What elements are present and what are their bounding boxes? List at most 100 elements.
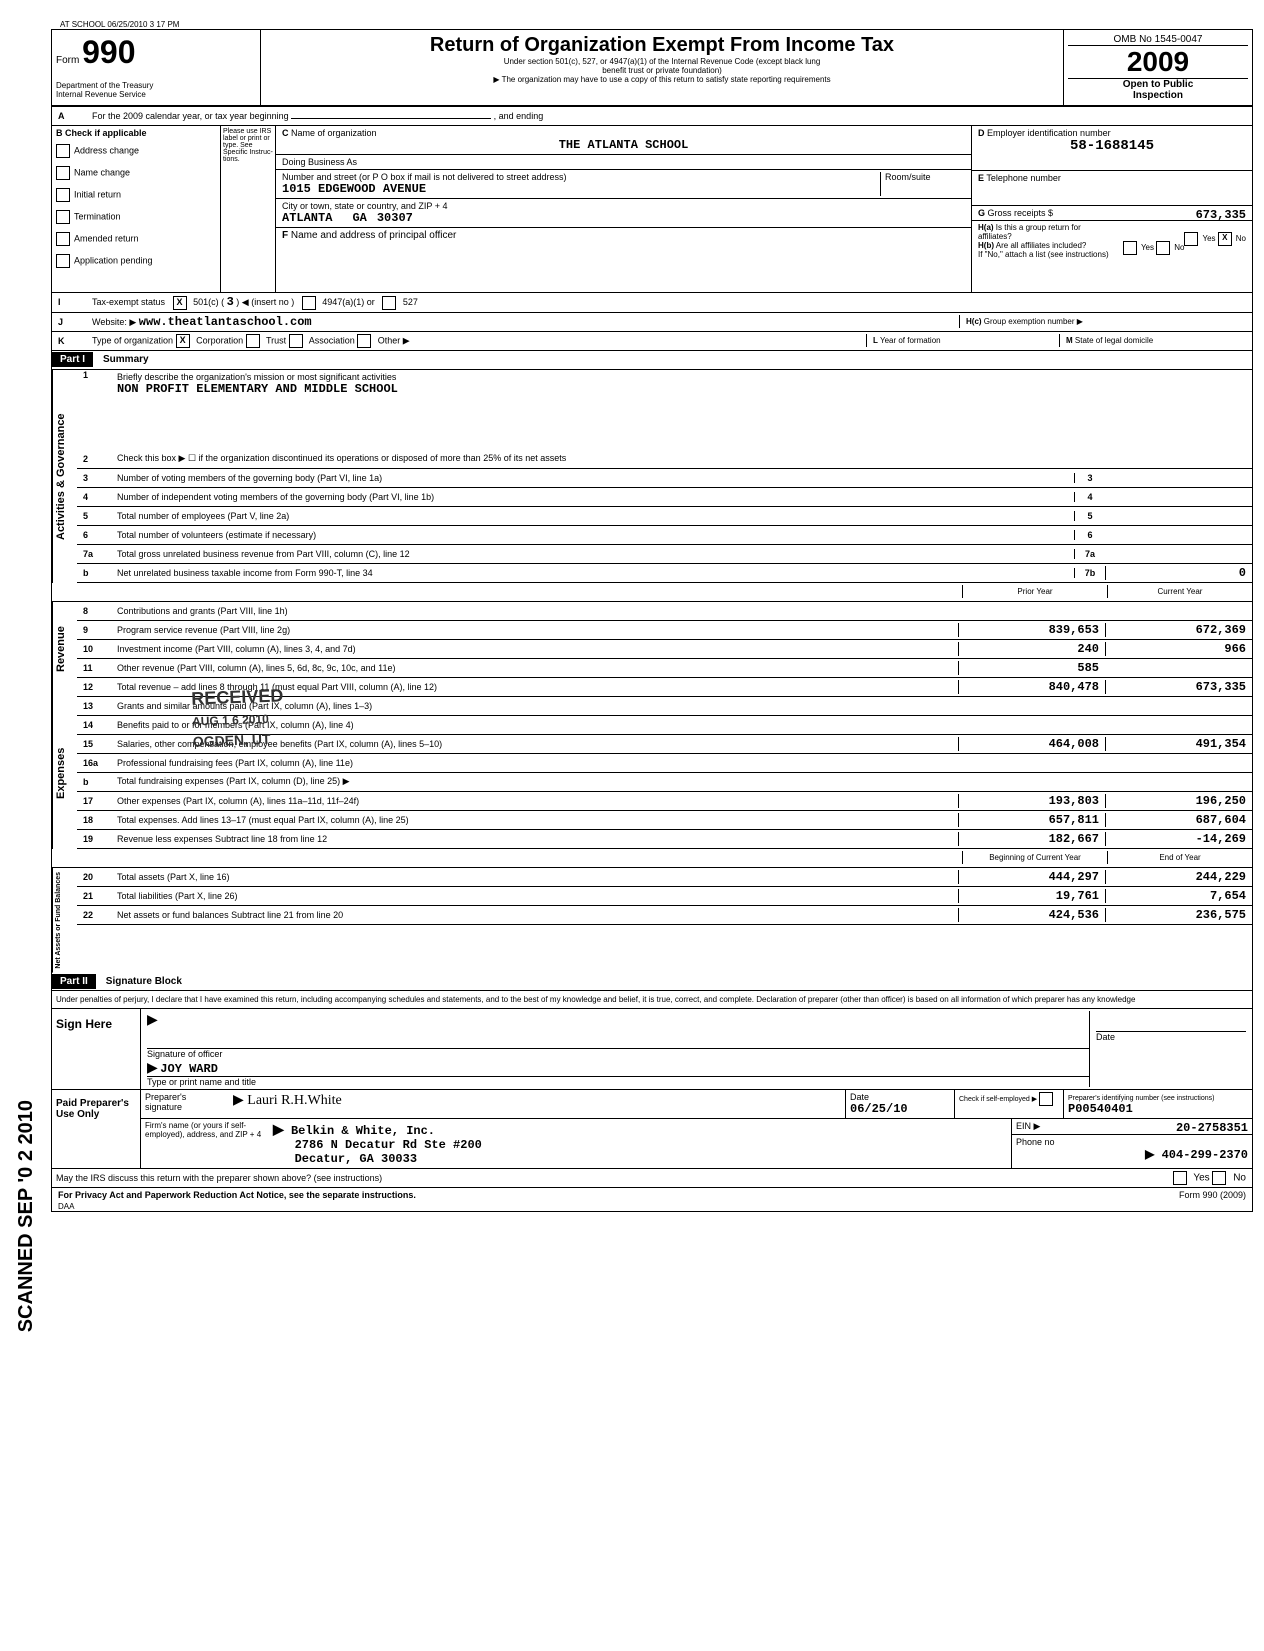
inspection: Inspection: [1068, 90, 1248, 101]
hb-no[interactable]: No: [1174, 243, 1184, 252]
part2-header: Part II: [52, 974, 96, 989]
line19-py: 182,667: [958, 832, 1105, 846]
state: GA: [352, 211, 366, 225]
line3: Number of voting members of the governin…: [113, 471, 1074, 485]
street-address: 1015 EDGEWOOD AVENUE: [282, 182, 426, 196]
line10: Investment income (Part VIII, column (A)…: [113, 642, 958, 656]
hb-yes[interactable]: Yes: [1141, 243, 1154, 252]
discuss-no[interactable]: No: [1233, 1173, 1246, 1184]
tax-year-label: For the 2009 calendar year, or tax year …: [92, 111, 289, 121]
part1-governance: Activities & Governance 1 Briefly descri…: [52, 370, 1252, 583]
check-applicable: Check if applicable: [65, 128, 147, 138]
line15-cy: 491,354: [1105, 737, 1252, 751]
cb-address-change[interactable]: Address change: [74, 145, 139, 155]
line21-py: 19,761: [958, 889, 1105, 903]
hb-label: Are all affiliates included?: [996, 241, 1087, 250]
trust-label: Trust: [266, 335, 286, 345]
line16b: Total fundraising expenses (Part IX, col…: [113, 774, 958, 789]
cb-amended-return[interactable]: Amended return: [74, 233, 139, 243]
discuss-yes[interactable]: Yes: [1193, 1173, 1209, 1184]
line22: Net assets or fund balances Subtract lin…: [113, 908, 958, 922]
ha-yes[interactable]: Yes: [1202, 234, 1215, 243]
ein-label: Employer identification number: [987, 128, 1111, 138]
street-label: Number and street (or P O box if mail is…: [282, 172, 566, 182]
preparer-name: Lauri R.H.White: [247, 1093, 341, 1108]
line10-py: 240: [958, 642, 1105, 656]
ein: 58-1688145: [978, 138, 1246, 154]
ha-label: Is this a group return for: [996, 223, 1081, 232]
principal-officer-label: Name and address of principal officer: [291, 230, 456, 241]
phone-label: Telephone number: [986, 173, 1061, 183]
form-number: 990: [82, 34, 135, 70]
line18-cy: 687,604: [1105, 813, 1252, 827]
ha-no[interactable]: No: [1236, 234, 1246, 243]
year-formation-label: Year of formation: [880, 336, 941, 345]
affiliates-label: affiliates?: [978, 232, 1012, 241]
line20-py: 444,297: [958, 870, 1105, 884]
self-employed-label: Check if self-employed ▶: [959, 1096, 1037, 1103]
file-timestamp: AT SCHOOL 06/25/2010 3 17 PM: [60, 20, 1264, 29]
beg-year-header: Beginning of Current Year: [962, 851, 1107, 864]
line19-cy: -14,269: [1105, 832, 1252, 846]
form-title: Return of Organization Exempt From Incom…: [265, 34, 1059, 57]
section-j: J Website: ▶ www.theatlantaschool.com H(…: [52, 313, 1252, 332]
corp-label: Corporation: [196, 335, 243, 345]
mission-statement: NON PROFIT ELEMENTARY AND MIDDLE SCHOOL: [117, 382, 398, 396]
tax-exempt-label: Tax-exempt status: [92, 297, 165, 307]
prep-sig-label: Preparer's signature: [141, 1090, 229, 1118]
no-attach-label: If "No," attach a list (see instructions…: [978, 250, 1109, 259]
vert-revenue: Revenue: [52, 602, 77, 697]
line11: Other revenue (Part VIII, column (A), li…: [113, 661, 958, 675]
line5: Total number of employees (Part V, line …: [113, 509, 1074, 523]
vert-governance: Activities & Governance: [52, 370, 77, 583]
sign-here-label: Sign Here: [52, 1009, 141, 1089]
firm-city: Decatur, GA 30033: [295, 1152, 417, 1166]
line12-py: 840,478: [958, 680, 1105, 694]
line22-cy: 236,575: [1105, 908, 1252, 922]
line21: Total liabilities (Part X, line 26): [113, 889, 958, 903]
tax-year: 2009: [1068, 46, 1248, 79]
open-public: Open to Public: [1068, 79, 1248, 90]
other-label: Other ▶: [378, 335, 410, 345]
line16a: Professional fundraising fees (Part IX, …: [113, 756, 958, 770]
line10-cy: 966: [1105, 642, 1252, 656]
527-label: 527: [403, 297, 418, 307]
sig-officer-label: Signature of officer: [147, 1048, 1089, 1059]
assoc-label: Association: [309, 335, 355, 345]
omb-number: OMB No 1545-0047: [1068, 34, 1248, 46]
firm-ein-label: EIN ▶: [1016, 1121, 1040, 1131]
room-label: Room/suite: [880, 172, 965, 196]
form-label: Form: [56, 55, 79, 66]
end-year-header: End of Year: [1107, 851, 1252, 864]
org-info-section: B Check if applicable Address change Nam…: [52, 126, 1252, 293]
sig-date-label: Date: [1096, 1031, 1246, 1042]
form-footer: Form 990 (2009): [1179, 1190, 1246, 1200]
cb-termination[interactable]: Termination: [74, 211, 121, 221]
line8: Contributions and grants (Part VIII, lin…: [113, 604, 958, 618]
current-year-header: Current Year: [1107, 585, 1252, 598]
type-name-label: Type or print name and title: [147, 1076, 1089, 1087]
part1-revenue: Revenue 8Contributions and grants (Part …: [52, 602, 1252, 697]
prep-date-label: Date: [850, 1092, 869, 1102]
gross-receipts-label: Gross receipts $: [988, 208, 1054, 218]
cb-name-change[interactable]: Name change: [74, 167, 130, 177]
dept-treasury: Department of the Treasury: [56, 81, 256, 90]
form-990: Form 990 Department of the Treasury Inte…: [51, 29, 1253, 1212]
insert-no: ◀ (insert no ): [242, 297, 294, 307]
cb-app-pending[interactable]: Application pending: [74, 255, 153, 265]
paid-preparer-row: Paid Preparer's Use Only Preparer's sign…: [52, 1090, 1252, 1169]
vert-netassets: Net Assets or Fund Balances: [52, 868, 77, 973]
line18-py: 657,811: [958, 813, 1105, 827]
section-a: A For the 2009 calendar year, or tax yea…: [52, 107, 1252, 126]
501c-label: 501(c): [193, 297, 219, 307]
org-name: THE ATLANTA SCHOOL: [282, 138, 965, 152]
line1-label: Briefly describe the organization's miss…: [117, 372, 396, 382]
subtitle1: Under section 501(c), 527, or 4947(a)(1)…: [265, 57, 1059, 66]
daa-label: DAA: [52, 1202, 1252, 1211]
line18: Total expenses. Add lines 13–17 (must eq…: [113, 813, 958, 827]
cb-initial-return[interactable]: Initial return: [74, 189, 121, 199]
prior-year-header: Prior Year: [962, 585, 1107, 598]
part1-netassets: Net Assets or Fund Balances 20Total asse…: [52, 868, 1252, 973]
line7a: Total gross unrelated business revenue f…: [113, 547, 1074, 561]
4947-label: 4947(a)(1) or: [322, 297, 375, 307]
